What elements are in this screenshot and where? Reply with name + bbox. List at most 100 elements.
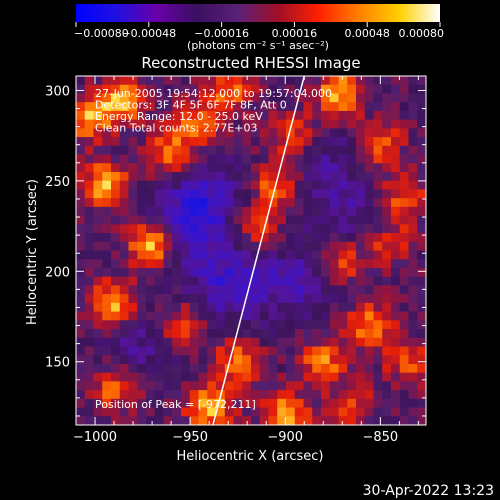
heatmap-cell	[119, 137, 130, 147]
heatmap-cell	[207, 76, 217, 86]
heatmap-cell	[408, 76, 418, 86]
heatmap-cell	[399, 180, 410, 191]
heatmap-cell	[102, 180, 112, 191]
heatmap-cell	[172, 346, 182, 356]
heatmap-cell	[181, 294, 191, 304]
heatmap-cell	[347, 346, 357, 356]
heatmap-cell	[277, 233, 287, 243]
heatmap-cell	[233, 84, 243, 95]
heatmap-cell	[259, 163, 270, 173]
heatmap-cell	[338, 215, 348, 225]
heatmap-cell	[84, 206, 95, 217]
heatmap-cell	[321, 320, 331, 330]
heatmap-cell	[338, 241, 348, 252]
heatmap-cell	[356, 346, 366, 356]
heatmap-cell	[84, 363, 95, 374]
heatmap-cell	[163, 363, 173, 374]
heatmap-cell	[111, 329, 121, 339]
heatmap-cell	[408, 198, 418, 208]
heatmap-cell	[154, 145, 165, 156]
heatmap-cell	[277, 276, 287, 286]
heatmap-cell	[294, 137, 305, 147]
heatmap-cell	[356, 337, 366, 348]
heatmap-cell	[347, 294, 357, 304]
heatmap-cell	[154, 390, 165, 400]
heatmap-cell	[224, 93, 235, 103]
heatmap-cell	[119, 233, 130, 243]
heatmap-cell	[268, 241, 278, 252]
heatmap-cell	[102, 267, 112, 278]
heatmap-cell	[172, 302, 182, 313]
heatmap-cell	[251, 250, 261, 260]
heatmap-cell	[417, 93, 426, 103]
heatmap-cell	[251, 154, 261, 164]
heatmap-cell	[242, 311, 252, 321]
heatmap-cell	[356, 233, 366, 243]
heatmap-cell	[76, 372, 86, 382]
heatmap-cell	[259, 171, 270, 182]
heatmap-cell	[207, 145, 217, 156]
heatmap-cell	[382, 407, 392, 417]
heatmap-cell	[84, 294, 95, 304]
heatmap-cell	[391, 215, 401, 225]
heatmap-cell	[76, 416, 86, 425]
heatmap-cell	[216, 110, 226, 121]
heatmap-cell	[111, 355, 121, 365]
heatmap-cell	[242, 302, 252, 313]
heatmap-cell	[84, 163, 95, 173]
heatmap-cell	[312, 84, 322, 95]
heatmap-cell	[242, 407, 252, 417]
heatmap-cell	[111, 171, 121, 182]
heatmap-cell	[364, 267, 375, 278]
heatmap-cell	[364, 241, 375, 252]
heatmap-cell	[137, 154, 147, 164]
heatmap-cell	[356, 110, 366, 121]
heatmap-cell	[84, 215, 95, 225]
heatmap-cell	[329, 398, 340, 409]
heatmap-cell	[303, 145, 313, 156]
heatmap-cell	[373, 198, 383, 208]
heatmap-cell	[119, 311, 130, 321]
heatmap-cell	[146, 241, 156, 252]
heatmap-cell	[102, 128, 112, 138]
heatmap-cell	[399, 346, 410, 356]
heatmap-cell	[356, 119, 366, 129]
heatmap-cell	[102, 372, 112, 382]
heatmap-cell	[277, 171, 287, 182]
heatmap-cell	[259, 337, 270, 348]
heatmap-cell	[303, 398, 313, 409]
heatmap-cell	[207, 206, 217, 217]
heatmap-cell	[198, 267, 208, 278]
heatmap-cell	[84, 93, 95, 103]
heatmap-cell	[321, 215, 331, 225]
heatmap-cell	[242, 145, 252, 156]
heatmap-cell	[189, 93, 200, 103]
heatmap-cell	[391, 171, 401, 182]
heatmap-cell	[207, 93, 217, 103]
heatmap-cell	[181, 154, 191, 164]
heatmap-cell	[347, 311, 357, 321]
heatmap-cell	[119, 171, 130, 182]
heatmap-cell	[356, 381, 366, 391]
heatmap-cell	[251, 171, 261, 182]
heatmap-cell	[321, 250, 331, 260]
heatmap-cell	[347, 276, 357, 286]
heatmap-cell	[277, 128, 287, 138]
heatmap-cell	[259, 241, 270, 252]
heatmap-cell	[146, 137, 156, 147]
heatmap-cell	[356, 154, 366, 164]
heatmap-cell	[119, 198, 130, 208]
heatmap-cell	[233, 398, 243, 409]
heatmap-cell	[216, 198, 226, 208]
heatmap-cell	[181, 363, 191, 374]
heatmap-cell	[137, 372, 147, 382]
heatmap-cell	[146, 93, 156, 103]
heatmap-cell	[286, 171, 296, 182]
heatmap-cell	[198, 198, 208, 208]
heatmap-cell	[347, 398, 357, 409]
heatmap-cell	[163, 302, 173, 313]
heatmap-cell	[408, 311, 418, 321]
heatmap-cell	[251, 276, 261, 286]
heatmap-cell	[93, 76, 103, 86]
heatmap-cell	[119, 84, 130, 95]
